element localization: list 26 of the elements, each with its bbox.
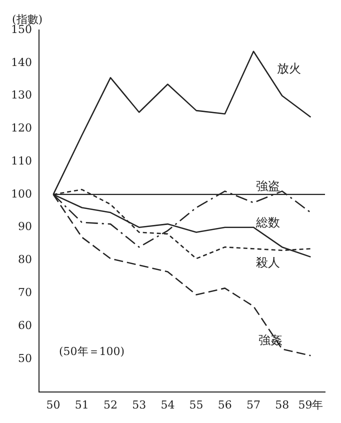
y-tick-label: 120 [10,122,32,135]
x-tick-label: 54 [160,398,175,412]
y-tick-label: 80 [18,253,32,266]
x-tick-label: 55 [189,398,204,412]
series-label: 殺人 [256,256,280,270]
x-tick-label: 51 [74,398,89,412]
y-tick-label: 50 [18,352,32,365]
y-tick-label: 130 [10,88,32,102]
x-tick-label: 57 [246,398,260,412]
y-tick-label: 60 [18,318,32,332]
series-label: 強盗 [256,179,280,194]
series-label: 総数 [254,215,280,230]
y-tick-label: 90 [18,220,32,234]
x-tick-label: 59年 [298,398,324,412]
y-tick-label: 110 [10,154,32,168]
x-tick-label: 50 [46,398,60,412]
y-tick-label: 70 [18,286,32,299]
x-tick-label: 52 [103,398,118,412]
y-tick-label: 140 [10,56,32,69]
y-tick-label: 100 [10,187,32,200]
y-axis-title: (指數) [12,12,43,26]
x-tick-label: 56 [218,398,232,412]
x-tick-label: 53 [132,398,146,412]
series-label: 放火 [276,61,301,76]
x-tick-label: 58 [275,398,290,412]
annotation: (50年＝100) [58,345,125,358]
